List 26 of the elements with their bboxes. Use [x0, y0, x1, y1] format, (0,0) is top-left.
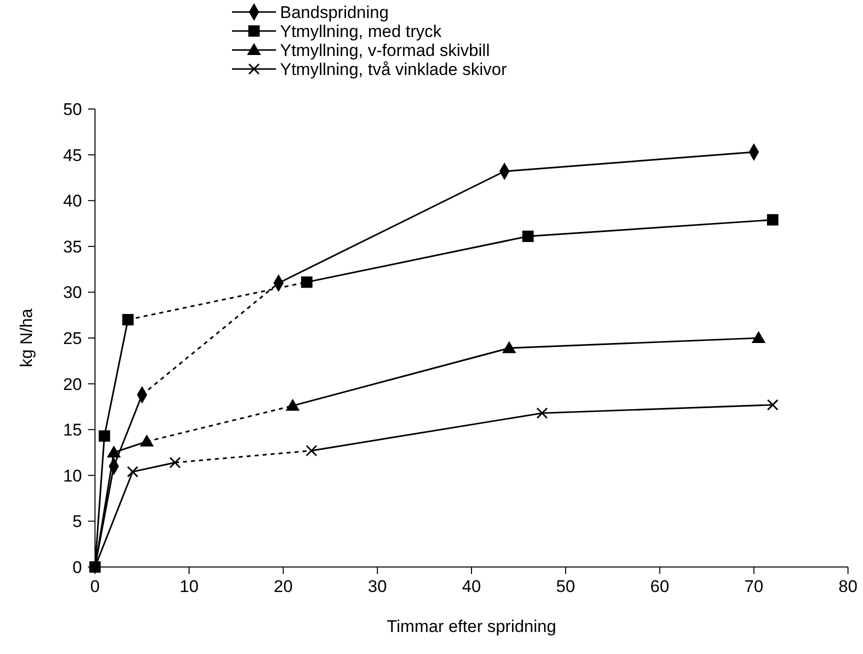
y-tick-label: 10: [63, 466, 82, 486]
y-tick-label: 35: [63, 237, 82, 256]
x-tick-label: 0: [90, 577, 100, 596]
x-tick-label: 40: [462, 577, 481, 596]
y-tick-label: 20: [63, 374, 82, 394]
y-tick-label: 40: [63, 192, 82, 211]
y-tick-label: 5: [72, 512, 82, 532]
legend-label: Ytmyllning, v-formad skivbill: [280, 41, 490, 60]
x-tick-label: 70: [744, 577, 764, 596]
legend-label: Ytmyllning, med tryck: [280, 22, 442, 41]
x-tick-label: 60: [650, 577, 670, 596]
legend-label: Ytmyllning, två vinklade skivor: [280, 60, 508, 79]
y-tick-label: 15: [63, 420, 82, 440]
x-tick-label: 50: [556, 577, 576, 596]
x-axis-title: Timmar efter spridning: [386, 617, 556, 636]
x-tick-label: 80: [838, 577, 858, 596]
x-tick-label: 30: [368, 577, 387, 596]
x-tick-label: 10: [180, 577, 199, 596]
y-tick-label: 30: [63, 283, 82, 302]
legend-label: Bandspridning: [280, 3, 389, 22]
y-axis-title: kg N/ha: [17, 308, 36, 368]
x-tick-label: 20: [274, 577, 293, 596]
y-tick-label: 45: [63, 146, 82, 165]
y-tick-label: 25: [63, 329, 82, 348]
y-tick-label: 50: [63, 100, 82, 119]
y-tick-label: 0: [72, 558, 82, 577]
